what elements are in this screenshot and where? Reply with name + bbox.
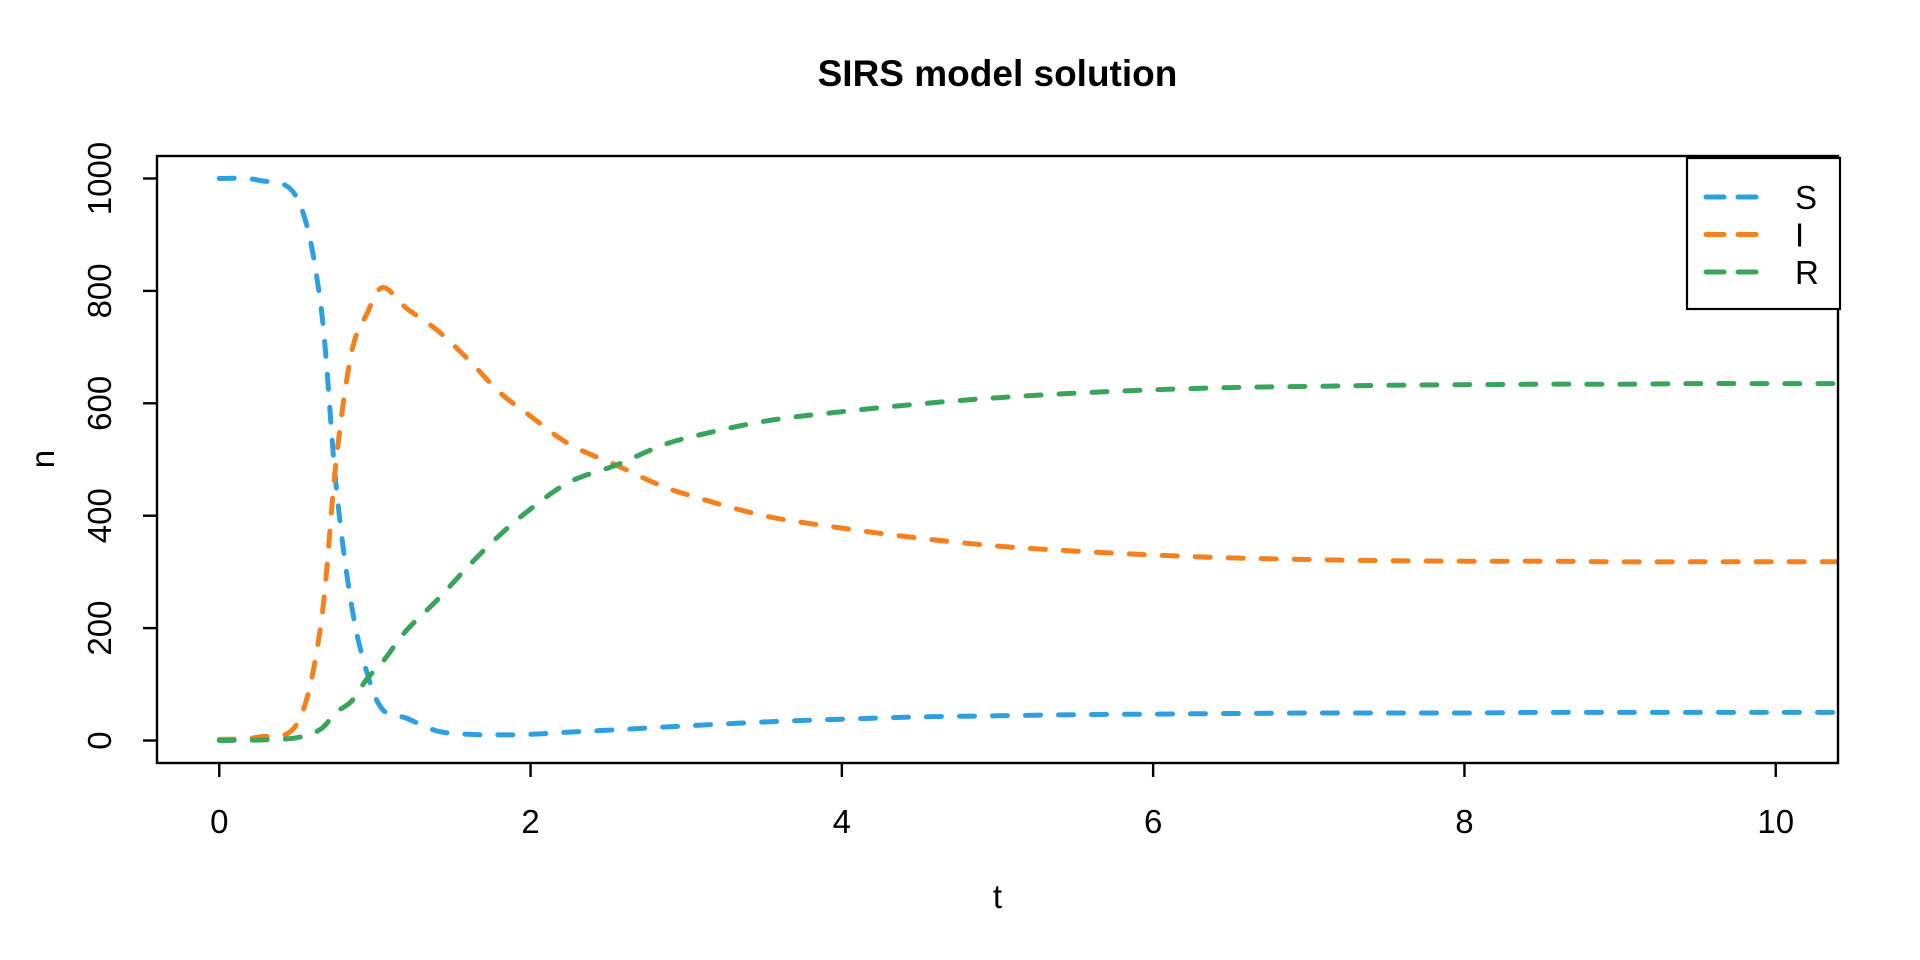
series-curve-I [216, 285, 1838, 742]
y-tick-label: 1000 [81, 142, 118, 215]
x-tick-label: 8 [1455, 803, 1473, 840]
y-tick-label: 400 [81, 488, 118, 543]
x-tick-label: 0 [210, 803, 228, 840]
y-tick-label: 800 [81, 263, 118, 318]
legend-label-S: S [1795, 179, 1817, 216]
y-tick-label: 600 [81, 376, 118, 431]
y-tick-label: 0 [81, 731, 118, 749]
plot-box [155, 154, 1840, 765]
series-curve-R [216, 381, 1838, 744]
legend-label-R: R [1795, 254, 1819, 291]
x-tick-label: 4 [833, 803, 851, 840]
x-tick-label: 6 [1144, 803, 1162, 840]
x-tick-label: 2 [521, 803, 539, 840]
series-curve-S [216, 175, 1838, 738]
legend-label-I: I [1795, 217, 1804, 254]
plot-title: SIRS model solution [817, 53, 1178, 94]
y-tick-label: 200 [81, 601, 118, 656]
x-tick-label: 10 [1757, 803, 1794, 840]
x-axis-label: t [992, 878, 1003, 915]
